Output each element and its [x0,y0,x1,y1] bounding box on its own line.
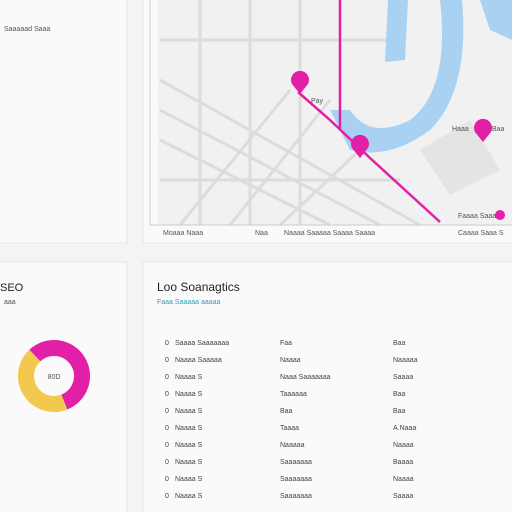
panel-subtitle: aaa [4,299,16,306]
map-label: Faaaa Saaa [458,213,496,220]
table-cell: Saaaaaaa [280,476,312,483]
table-cell: Naaaa [280,357,301,364]
table-row: 0 Naaaa S Baa Baa [165,408,406,415]
table-row: 0 Naaaa S Naaa Saaaaaaa Saaaa [165,374,413,381]
table-cell: Naaaaa [393,357,418,364]
table-cell: Naaa Saaaaaaa [280,374,331,381]
table-cell: Naaaa S [175,459,203,466]
table-row: 0 Saaaa Saaaaaaa Faa Baa [165,340,406,347]
table-cell: Naaaa Saaaaa [175,357,222,364]
table-row: 0 Naaaa S Naaaaa Naaaa [165,442,414,449]
donut-center: 80D [48,374,61,381]
donut-segment [29,340,90,410]
table-row: 0 Naaaa Saaaaa Naaaa Naaaaa [165,357,418,364]
table-cell: A.Naaa [393,425,416,432]
table-cell: Baa [393,408,406,415]
panel [142,261,512,512]
map-label: Baa [492,126,505,133]
table-cell: Naaaaa [280,442,305,449]
table-cell: Baaaa [393,459,413,466]
table-cell: Saaaa [393,493,413,500]
table-row: 0 Naaaa S Saaaaaaa Naaaa [165,476,414,483]
table-row: 0 Naaaa S Taaaa A.Naaa [165,425,416,432]
table-cell: 0 [165,459,169,466]
map-label: Haaa [452,126,469,133]
table-cell: Saaaa Saaaaaaa [175,340,229,347]
table-cell: Naaaa [393,442,414,449]
table-cell: Baa [393,391,406,398]
table-cell: Saaaa [393,374,413,381]
panel [0,261,128,512]
table-cell: Naaaa S [175,374,203,381]
panel-title: Saaaaad Saaa [4,26,50,33]
table-cell: 0 [165,374,169,381]
table-cell: Naaaa S [175,476,203,483]
map-footer: Naaaa Saaaaa Saaaa Saaaa [284,230,375,237]
panel-title: Loo Soanagtics [157,280,240,294]
table-cell: 0 [165,476,169,483]
table-cell: Naaaa S [175,425,203,432]
table-cell: Naaaa S [175,442,203,449]
table-row: 0 Naaaa S Saaaaaaa Baaaa [165,459,413,466]
map-footer: Moaaa Naaa [163,230,203,237]
table-cell: 0 [165,391,169,398]
table-cell: 0 [165,340,169,347]
table-cell: Naaaa S [175,391,203,398]
table-cell: 0 [165,357,169,364]
table-row: 0 Naaaa S Taaaaaa Baa [165,391,406,398]
map [149,0,512,227]
table-cell: Baa [280,408,293,415]
table-cell: 0 [165,493,169,500]
table-cell: Saaaaaaa [280,493,312,500]
table-cell: 0 [165,442,169,449]
panel-title: SEO [0,282,24,294]
donut-segment [18,349,68,412]
table-cell: Naaaa S [175,493,203,500]
table-cell: 0 [165,408,169,415]
map-footer: Caaaa Saaa S [458,230,504,237]
table-cell: Baa [393,340,406,347]
table-row: 0 Naaaa S Saaaaaaa Saaaa [165,493,413,500]
table-cell: Taaaa [280,425,299,432]
table-cell: Naaaa S [175,408,203,415]
table-cell: Naaaa [393,476,414,483]
table-cell: Faa [280,340,292,347]
table-cell: 0 [165,425,169,432]
table-cell: Taaaaaa [280,391,307,398]
panel [0,0,128,244]
map-footer: Naa [255,230,268,237]
panel-subtitle: Faaa Saaaaa aaaaa [157,299,221,306]
table-cell: Saaaaaaa [280,459,312,466]
map-label: Pay [311,98,324,105]
